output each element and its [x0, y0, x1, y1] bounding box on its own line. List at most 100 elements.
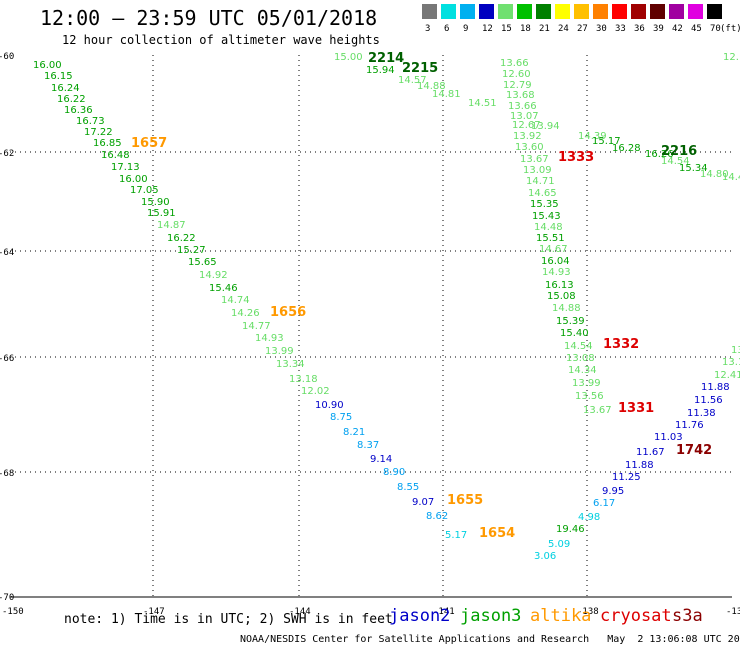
pass-time-label: 1333: [558, 150, 594, 165]
legend-jason2: jason2: [389, 606, 451, 626]
wave-height-label: 16.22: [167, 233, 196, 244]
pass-time-label: 1742: [676, 443, 712, 458]
wave-height-labels: 16.0016.1516.2416.2216.3616.7317.2216.85…: [33, 52, 740, 562]
wave-height-label: 11.56: [694, 395, 723, 406]
legend-unit: (ft): [720, 24, 740, 34]
wave-height-label: 13.18: [289, 374, 318, 385]
wave-height-label: 16.13: [545, 280, 574, 291]
wave-height-label: 15.51: [536, 233, 565, 244]
map-grid: [10, 55, 732, 598]
wave-height-label: 11.67: [636, 447, 665, 458]
wave-height-label: 14.88: [552, 303, 581, 314]
wave-height-label: 13.1: [722, 357, 740, 368]
lon-tick-label: -150: [2, 607, 24, 617]
pass-time-label: 1657: [131, 136, 167, 151]
footer-left: NOAA/NESDIS Center for Satellite Applica…: [240, 634, 590, 645]
wave-height-label: 10.90: [315, 400, 344, 411]
wave-height-label: 15.43: [532, 211, 561, 222]
wave-height-label: 12.79: [503, 80, 532, 91]
wave-height-label: 13.92: [513, 131, 542, 142]
pass-time-label: 2216: [661, 144, 697, 159]
legend-swatch: [536, 4, 551, 19]
note-text: note: 1) Time is in UTC; 2) SWH is in fe…: [64, 612, 393, 627]
wave-height-label: 11.88: [701, 382, 730, 393]
wave-height-label: 15.91: [147, 208, 176, 219]
legend-label: 6: [444, 24, 450, 34]
pass-time-label: 2215: [402, 61, 438, 76]
legend-label: 3: [425, 24, 431, 34]
pass-time-label: 1656: [270, 305, 306, 320]
wave-height-label: 13.67: [583, 405, 612, 416]
wave-height-label: 16.00: [119, 174, 148, 185]
wave-height-label: 12.67: [512, 120, 541, 131]
legend-swatch: [498, 4, 513, 19]
footer-credit: NOAA/NESDIS Center for Satellite Applica…: [240, 634, 740, 645]
wave-height-label: 15.39: [556, 316, 585, 327]
wave-height-label: 14.80: [700, 169, 729, 180]
wave-height-label: 14.54: [564, 341, 593, 352]
legend-cryosat: cryosat: [600, 606, 672, 626]
wave-height-label: 16.22: [57, 94, 86, 105]
legend-label: 12: [482, 24, 493, 34]
wave-height-label: 13.67: [520, 154, 549, 165]
axis-tick-labels: -60 -62 -64 -66 -68 -70 -150 -147 -144 -141 -138 -1…: [0, 52, 740, 617]
wave-height-label: 9.95: [602, 486, 624, 497]
wave-height-label: 13.66: [508, 101, 537, 112]
legend-label: 33: [615, 24, 626, 34]
legend-swatch: [441, 4, 456, 19]
wave-height-label: 14.34: [568, 365, 597, 376]
page-subtitle: 12 hour collection of altimeter wave hei…: [62, 33, 380, 47]
wave-height-label: 11.76: [675, 420, 704, 431]
wave-height-label: 14.67: [539, 244, 568, 255]
wave-height-label: 14.74: [221, 295, 250, 306]
footer-right: May 2 13:06:08 UTC 2018: [607, 634, 740, 645]
legend-label: 70: [710, 24, 721, 34]
lon-tick-label: -141: [433, 607, 455, 617]
legend-s3a: s3a: [672, 606, 703, 626]
wave-height-label: 14.87: [157, 220, 186, 231]
pass-time-label: 1654: [479, 526, 515, 541]
wave-height-label: 14.81: [432, 89, 461, 100]
wave-height-label: 17.05: [130, 185, 159, 196]
wave-height-label: 14.77: [242, 321, 271, 332]
legend-swatch: [422, 4, 437, 19]
wave-height-label: 13.56: [575, 391, 604, 402]
wave-height-label: 14.57: [398, 75, 427, 86]
wave-height-label: 8.21: [343, 427, 365, 438]
legend-swatch: [707, 4, 722, 19]
wave-height-label: 8.75: [330, 412, 352, 423]
legend-swatch: [688, 4, 703, 19]
pass-time-label: 1331: [618, 401, 654, 416]
wave-height-label: 15.27: [177, 245, 206, 256]
legend-label: 18: [520, 24, 531, 34]
wave-height-label: 15.40: [560, 328, 589, 339]
wave-height-label: 16.15: [44, 71, 73, 82]
wave-height-label: 17.13: [111, 162, 140, 173]
wave-height-label: 13.60: [515, 142, 544, 153]
wave-height-label: 13.08: [566, 353, 595, 364]
wave-height-label: 14.39: [578, 131, 607, 142]
wave-height-label: 16.36: [64, 105, 93, 116]
legend-label: 42: [672, 24, 683, 34]
wave-height-label: 13.66: [500, 58, 529, 69]
wave-height-label: 14.4: [722, 172, 740, 183]
wave-height-label: 13.99: [265, 346, 294, 357]
pass-time-label: 1655: [447, 493, 483, 508]
lat-tick-label: -70: [0, 593, 14, 603]
legend-altika: altika: [530, 606, 592, 626]
legend-label: 27: [577, 24, 588, 34]
legend-swatch: [555, 4, 570, 19]
wave-height-label: 16.73: [76, 116, 105, 127]
wave-height-label: 17.22: [84, 127, 113, 138]
legend-swatch: [593, 4, 608, 19]
wave-height-label: 15.90: [141, 197, 170, 208]
wave-height-label: 8.62: [426, 511, 448, 522]
wave-height-label: 9.07: [412, 497, 434, 508]
lat-tick-label: -66: [0, 354, 14, 364]
wave-height-label: 4.98: [578, 512, 600, 523]
legend-swatch: [669, 4, 684, 19]
wave-height-label: 15.46: [209, 283, 238, 294]
lat-tick-label: -64: [0, 248, 14, 258]
wave-height-label: 9.14: [370, 454, 392, 465]
